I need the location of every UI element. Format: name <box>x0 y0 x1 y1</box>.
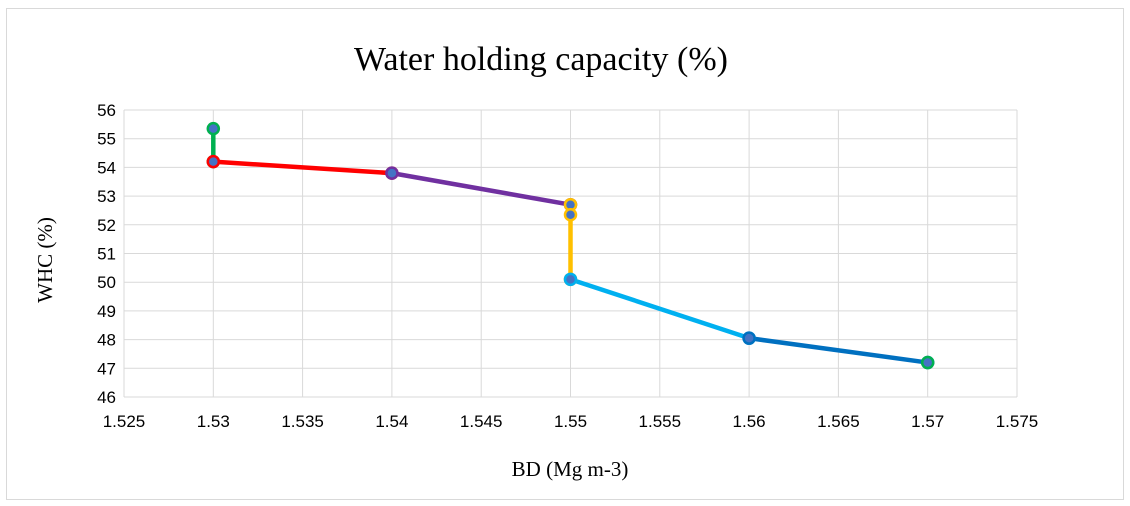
x-tick-label: 1.575 <box>996 412 1039 431</box>
series-line-1 <box>213 159 393 176</box>
y-tick-label: 56 <box>97 101 116 120</box>
y-tick-label: 46 <box>97 388 116 407</box>
x-tick-label: 1.54 <box>375 412 408 431</box>
y-tick-label: 48 <box>97 331 116 350</box>
x-tick-label: 1.545 <box>460 412 503 431</box>
series-line-4 <box>569 277 750 341</box>
x-tick-label: 1.525 <box>103 412 146 431</box>
x-tick-label: 1.56 <box>733 412 766 431</box>
x-tick-label: 1.55 <box>554 412 587 431</box>
y-tick-label: 49 <box>97 302 116 321</box>
y-tick-label: 54 <box>97 158 116 177</box>
chart-title: Water holding capacity (%) <box>354 41 728 78</box>
x-tick-label: 1.565 <box>817 412 860 431</box>
x-tick-label: 1.53 <box>197 412 230 431</box>
series-layer <box>206 121 935 370</box>
data-point <box>385 166 399 180</box>
x-tick-label: 1.535 <box>281 412 324 431</box>
series-line-5 <box>748 335 929 365</box>
data-point <box>563 272 578 287</box>
y-tick-label: 55 <box>97 130 116 149</box>
data-point <box>742 331 756 345</box>
y-tick-labels: 46 47 48 49 50 51 52 53 54 55 56 <box>97 101 116 407</box>
data-point <box>206 154 221 169</box>
x-tick-label: 1.555 <box>639 412 682 431</box>
x-axis-title: BD (Mg m-3) <box>512 457 629 481</box>
y-tick-label: 47 <box>97 359 116 378</box>
series-line-2 <box>391 170 571 207</box>
y-axis-title: WHC (%) <box>33 217 57 303</box>
data-point <box>563 208 578 222</box>
data-point <box>920 355 935 370</box>
y-tick-label: 51 <box>97 245 116 264</box>
y-tick-label: 52 <box>97 216 116 235</box>
y-tick-label: 53 <box>97 187 116 206</box>
x-tick-label: 1.57 <box>911 412 944 431</box>
x-tick-labels: 1.525 1.53 1.535 1.54 1.545 1.55 1.555 1.56 1.56… <box>103 412 1039 431</box>
data-point <box>206 121 221 136</box>
y-tick-label: 50 <box>97 273 116 292</box>
